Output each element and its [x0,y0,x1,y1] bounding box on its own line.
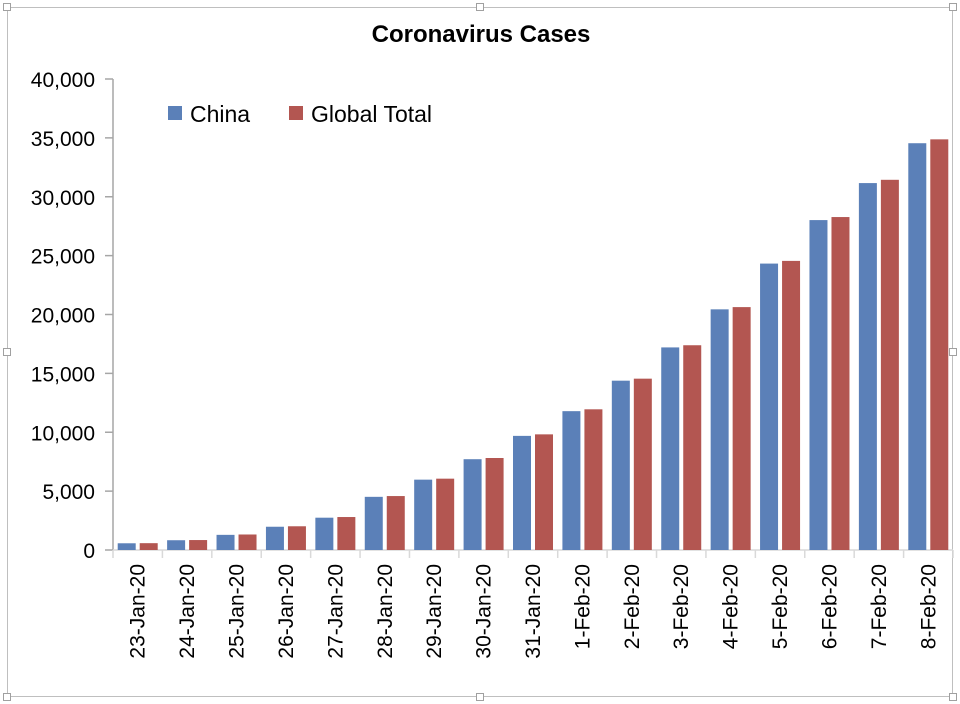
bar-global-total [238,534,257,550]
legend-label: Global Total [311,101,432,127]
bar-global-total [683,345,702,550]
bar-china [710,309,729,550]
legend-label: China [190,101,250,127]
resize-handle-bottom-right[interactable] [949,693,957,701]
y-tick-label: 0 [83,540,95,563]
x-tick-label: 23-Jan-20 [127,564,150,659]
y-tick-label: 15,000 [31,363,95,386]
x-tick-label: 30-Jan-20 [473,564,496,659]
bar-global-total [189,540,208,550]
resize-handle-middle-left[interactable] [3,348,11,356]
bar-china [858,183,877,550]
resize-handle-top-center[interactable] [476,3,484,11]
x-tick-label: 3-Feb-20 [670,564,693,649]
bar-china [611,380,630,550]
bar-global-total [831,217,850,550]
x-tick-label: 2-Feb-20 [621,564,644,649]
x-tick-label: 7-Feb-20 [868,564,891,649]
bar-china [167,540,186,550]
resize-handle-top-right[interactable] [949,3,957,11]
bars [117,139,949,551]
bar-china [364,496,383,550]
y-tick-label: 30,000 [31,187,95,210]
bar-china [414,479,433,550]
bar-china [661,347,680,550]
bar-global-total [732,307,751,550]
x-axis: 23-Jan-20 24-Jan-20 25-Jan-20 26-Jan-20 27-J… [112,549,954,659]
x-tick-label: 6-Feb-20 [818,564,841,649]
y-tick-label: 20,000 [31,305,95,328]
bar-global-total [584,409,603,550]
x-tick-label: 25-Jan-20 [226,564,249,659]
bar-china [463,459,482,550]
y-tick-label: 10,000 [31,422,95,445]
y-tick-label: 40,000 [31,69,95,92]
bar-global-total [633,378,652,550]
x-tick-label: 4-Feb-20 [720,564,743,649]
bar-global-total [485,458,504,550]
y-axis: 0 5,000 10,000 15,000 20,000 25,000 30,000 35,0… [31,69,114,563]
bar-china [513,435,531,550]
resize-handle-middle-right[interactable] [949,348,957,356]
bar-china [908,143,927,550]
bar-global-total [930,139,949,551]
x-tick-label: 29-Jan-20 [423,564,446,659]
y-tick-label: 25,000 [31,246,95,269]
legend: China Global Total [168,101,432,127]
bar-global-total [139,543,158,550]
bar-china [809,220,828,550]
y-tick-label: 35,000 [31,128,95,151]
legend-swatch [289,106,303,120]
bar-global-total [337,517,356,550]
resize-handle-bottom-left[interactable] [3,693,11,701]
x-tick-label: 27-Jan-20 [324,564,347,659]
bar-global-total [535,434,553,550]
bar-china [315,517,334,550]
bar-global-total [782,260,801,550]
chart-title: Coronavirus Cases [372,21,591,48]
bar-global-total [386,496,405,550]
x-tick-label: 26-Jan-20 [275,564,298,659]
bar-global-total [436,478,455,550]
bar-china [760,263,779,550]
x-tick-label: 31-Jan-20 [522,564,545,659]
x-tick-label: 1-Feb-20 [571,564,594,649]
bar-china [265,526,284,550]
x-tick-label: 5-Feb-20 [769,564,792,649]
legend-swatch [168,106,182,120]
x-tick-label: 24-Jan-20 [176,564,199,659]
y-tick-label: 5,000 [42,481,95,504]
x-tick-label: 28-Jan-20 [374,564,397,659]
bar-china [117,543,136,550]
x-tick-label: 8-Feb-20 [917,564,940,649]
resize-handle-bottom-center[interactable] [476,693,484,701]
bar-china [562,411,581,550]
resize-handle-top-left[interactable] [3,3,11,11]
bar-global-total [287,526,306,550]
bar-global-total [880,179,899,550]
bar-china [216,534,235,550]
